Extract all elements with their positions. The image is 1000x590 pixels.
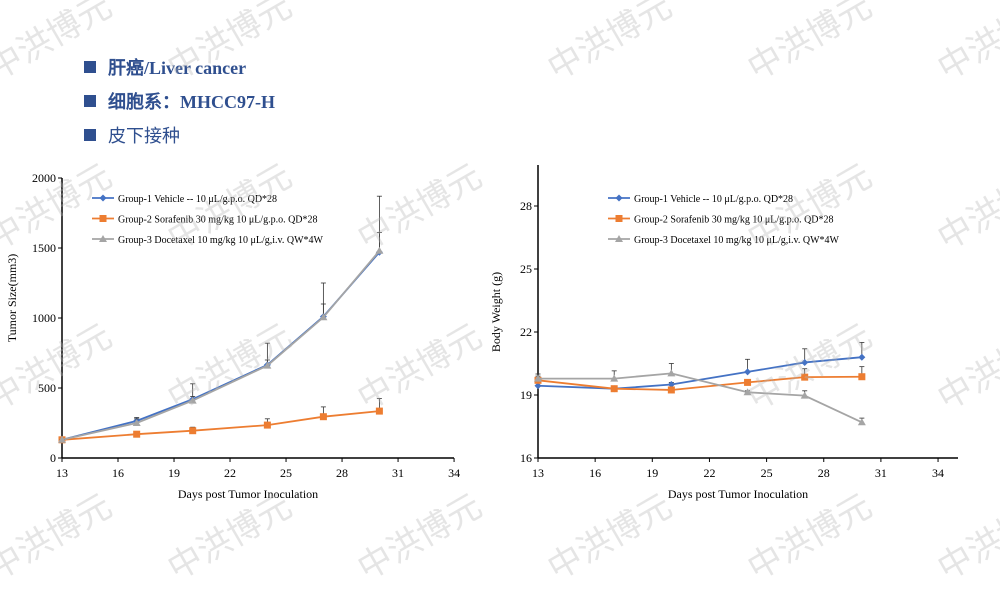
marker-triangle xyxy=(375,246,384,254)
marker-triangle xyxy=(319,313,328,321)
tumor-size-chart: 13 16 19 22 25 28 31 34 0 500 1000 1500 2000 Days pos… xyxy=(5,171,460,501)
series-group-3 xyxy=(58,232,384,443)
marker-square xyxy=(319,413,327,421)
bullet-square-icon xyxy=(84,129,96,141)
series-line xyxy=(61,250,381,441)
x-tick-label: 19 xyxy=(168,466,180,480)
x-tick-label: 13 xyxy=(56,466,68,480)
marker-square xyxy=(615,215,623,222)
marker-diamond xyxy=(534,382,542,390)
legend-label: Group-2 Sorafenib 30 mg/kg 10 μL/g.p.o. … xyxy=(118,215,318,226)
x-tick-label: 31 xyxy=(392,466,404,480)
y-tick-label: 2000 xyxy=(32,171,56,185)
y-tick-label: 25 xyxy=(520,262,532,276)
y-axis-label: Tumor Size(mm3) xyxy=(5,254,19,343)
marker-triangle xyxy=(188,396,197,404)
x-tick-label: 25 xyxy=(761,466,773,480)
marker-diamond xyxy=(615,194,623,202)
marker-square xyxy=(858,373,866,381)
marker-triangle xyxy=(132,419,141,426)
y-tick-label: 1000 xyxy=(32,311,56,325)
series-group-1 xyxy=(58,195,383,444)
marker-diamond xyxy=(744,368,752,376)
marker-triangle xyxy=(58,435,66,443)
marker-triangle xyxy=(800,391,809,399)
x-axis-label: Days post Tumor Inoculation xyxy=(668,487,808,501)
y-tick-label: 16 xyxy=(520,451,532,465)
x-tick-label: 28 xyxy=(818,466,830,480)
y-tick-label: 0 xyxy=(50,451,56,465)
marker-triangle xyxy=(667,369,676,377)
series-group-2 xyxy=(58,398,383,444)
marker-square xyxy=(263,421,271,429)
y-tick-label: 500 xyxy=(38,381,56,395)
y-axis-label: Body Weight (g) xyxy=(489,272,503,352)
bullet-list: 肝癌/Liver cancer 细胞系：MHCC97-H 皮下接种 xyxy=(84,50,275,152)
legend-label: Group-2 Sorafenib 30 mg/kg 10 μL/g.p.o. … xyxy=(634,215,834,226)
x-axis-label: Days post Tumor Inoculation xyxy=(178,487,318,501)
marker-triangle xyxy=(743,388,752,396)
marker-square xyxy=(667,386,675,394)
legend-label: Group-1 Vehicle -- 10 μL/g.p.o. QD*28 xyxy=(634,194,793,205)
legend-label: Group-3 Docetaxel 10 mg/kg 10 μL/g,i.v. … xyxy=(118,235,324,246)
x-tick-label: 16 xyxy=(589,466,601,480)
marker-square xyxy=(189,427,197,435)
y-tick-label: 28 xyxy=(520,199,532,213)
marker-triangle xyxy=(534,374,542,382)
y-tick-label: 22 xyxy=(520,325,532,339)
x-tick-label: 13 xyxy=(532,466,544,480)
x-tick-label: 31 xyxy=(875,466,887,480)
marker-square xyxy=(375,407,383,415)
x-tick-label: 28 xyxy=(336,466,348,480)
x-tick-label: 22 xyxy=(224,466,236,480)
series-line xyxy=(538,372,863,424)
legend-label: Group-1 Vehicle -- 10 μL/g.p.o. QD*28 xyxy=(118,194,277,205)
marker-square xyxy=(744,378,752,386)
bullet-square-icon xyxy=(84,61,96,73)
y-tick-label: 19 xyxy=(520,388,532,402)
x-tick-label: 16 xyxy=(112,466,124,480)
x-tick-label: 19 xyxy=(646,466,658,480)
legend-label: Group-3 Docetaxel 10 mg/kg 10 μL/g,i.v. … xyxy=(634,235,840,246)
series-line xyxy=(537,356,862,390)
marker-triangle xyxy=(610,374,619,382)
marker-square xyxy=(133,430,141,438)
marker-triangle xyxy=(263,361,272,369)
marker-square xyxy=(801,373,809,381)
bullet-cancer-type: 肝癌/Liver cancer xyxy=(84,50,275,84)
marker-triangle xyxy=(857,418,866,426)
x-tick-label: 34 xyxy=(448,466,460,480)
marker-diamond xyxy=(667,381,675,388)
series-line xyxy=(61,410,380,441)
marker-square xyxy=(610,385,618,393)
x-tick-label: 25 xyxy=(280,466,292,480)
marker-square xyxy=(99,215,107,222)
y-tick-label: 1500 xyxy=(32,241,56,255)
series-line xyxy=(537,375,862,391)
marker-triangle xyxy=(615,235,623,242)
marker-triangle xyxy=(99,235,107,242)
marker-diamond xyxy=(99,194,107,202)
bullet-square-icon xyxy=(84,95,96,107)
marker-diamond xyxy=(801,358,809,366)
x-tick-label: 22 xyxy=(703,466,715,480)
series-group-3 xyxy=(534,363,866,426)
x-tick-label: 34 xyxy=(932,466,944,480)
bullet-inoculation: 皮下接种 xyxy=(84,118,275,152)
bullet-cell-line: 细胞系：MHCC97-H xyxy=(84,84,275,118)
series-line xyxy=(61,251,381,441)
marker-diamond xyxy=(858,353,866,361)
